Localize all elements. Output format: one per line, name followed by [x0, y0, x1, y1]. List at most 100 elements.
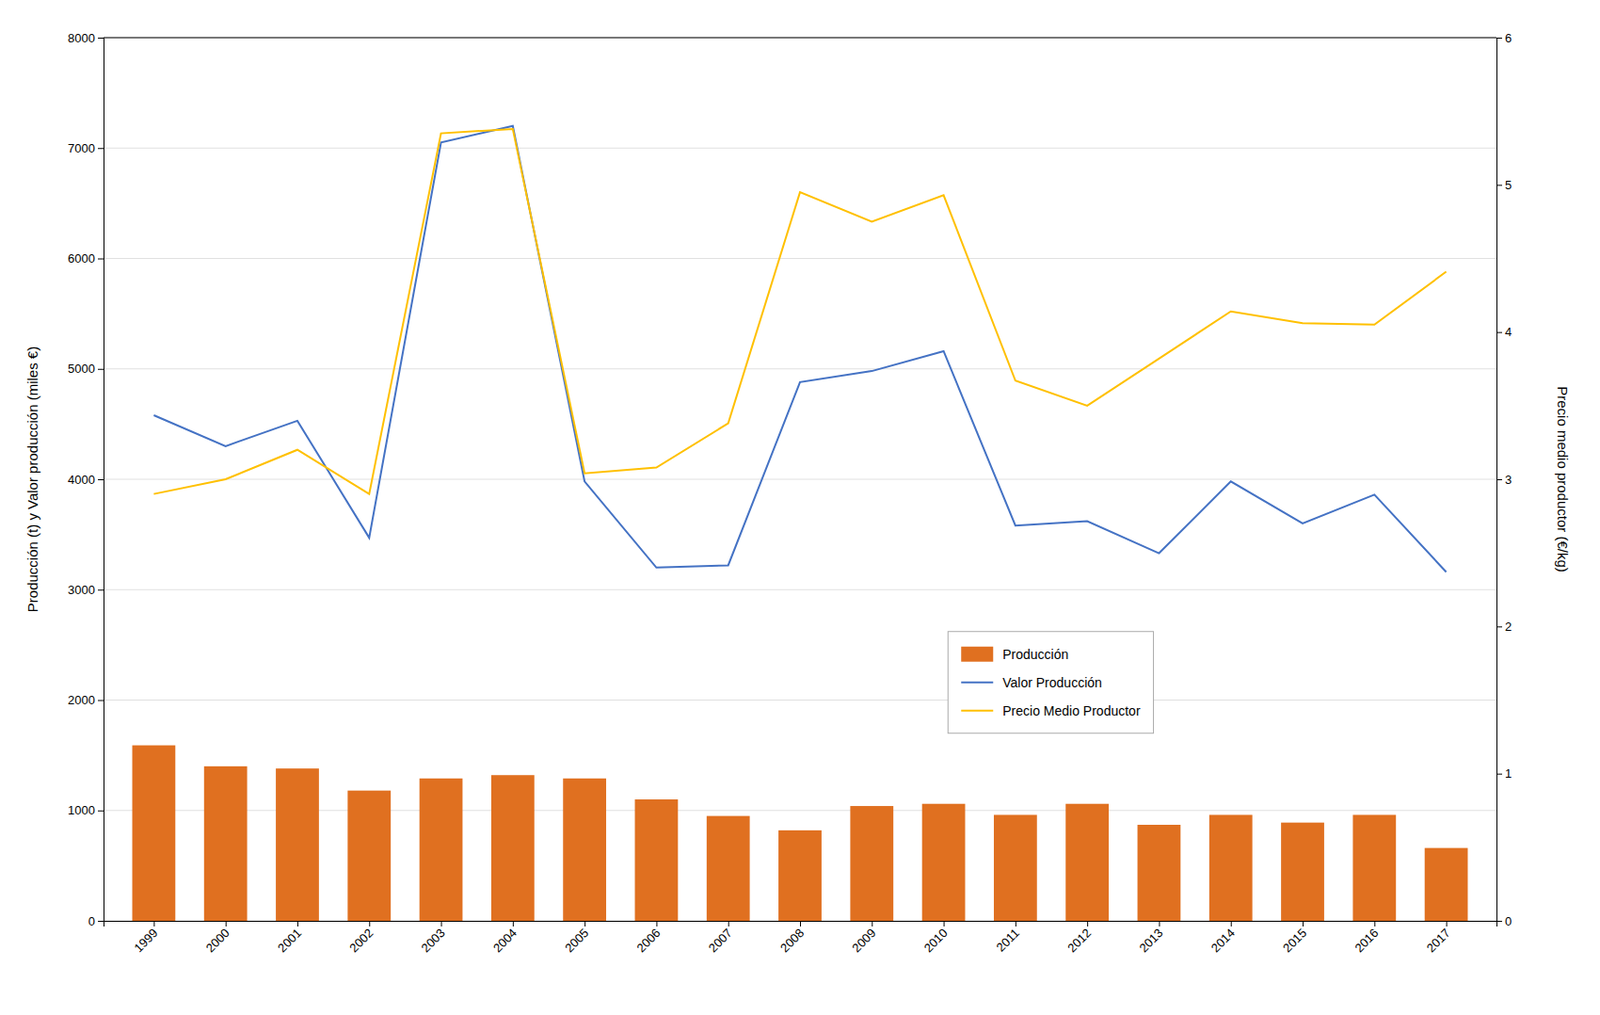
tick-mark [97, 258, 104, 260]
tick-mark [512, 920, 514, 927]
bar [419, 778, 464, 921]
tick-mark [1087, 920, 1088, 927]
tick: 0 [88, 913, 104, 928]
tick-label: 4000 [67, 472, 96, 487]
tick: 4000 [67, 472, 104, 487]
tick-mark [97, 368, 104, 370]
tick-label: 2003 [418, 925, 448, 955]
tick: 2008 [777, 920, 807, 955]
tick-label: 1999 [130, 925, 160, 955]
tick-mark [584, 920, 586, 927]
bar [562, 778, 607, 921]
tick-label: 1 [1504, 766, 1512, 781]
bar [204, 766, 248, 921]
tick: 3000 [67, 582, 104, 597]
tick-label: 2000 [203, 925, 233, 955]
tick-label: 2016 [1351, 925, 1381, 955]
tick-mark [97, 920, 104, 922]
tick: 2000 [67, 692, 104, 707]
y2-axis-title: Precio medio productor (€/kg) [1554, 385, 1571, 573]
tick: 1999 [130, 920, 160, 955]
tick-label: 7000 [67, 141, 96, 156]
tick: 5000 [67, 361, 104, 376]
tick-mark [441, 920, 443, 927]
tick-mark [1231, 920, 1232, 927]
tick-label: 2010 [921, 925, 951, 955]
tick-label: 5000 [67, 361, 96, 376]
tick: 1000 [67, 802, 104, 817]
bar [1137, 824, 1182, 921]
tick-label: 4 [1504, 324, 1512, 339]
tick-mark [800, 920, 801, 927]
tick-mark [97, 147, 104, 149]
grid-line [103, 37, 1497, 39]
bar [1209, 814, 1253, 921]
tick-mark [97, 589, 104, 591]
tick: 2012 [1064, 920, 1094, 955]
y2-axis: 0 1 2 3 4 5 6 [1496, 31, 1512, 928]
tick-mark [1496, 773, 1503, 775]
tick-mark [1496, 625, 1503, 627]
tick-label: 2008 [777, 925, 807, 955]
line [153, 126, 1446, 573]
legend-swatch [960, 646, 993, 662]
legend-item: Valor Producción [960, 674, 1103, 690]
tick-label: 2005 [561, 925, 592, 955]
tick-label: 1000 [67, 802, 96, 817]
legend-item: Producción [960, 646, 1069, 662]
tick: 1 [1496, 766, 1512, 781]
tick-mark [97, 479, 104, 480]
bar [849, 805, 894, 921]
tick-mark [1302, 920, 1304, 927]
bar [347, 790, 391, 921]
tick-mark [97, 37, 104, 39]
bar [1424, 848, 1469, 921]
legend-item: Precio Medio Productor [960, 703, 1141, 719]
tick-label: 2000 [67, 692, 96, 707]
tick-label: 2 [1504, 619, 1512, 634]
frame [103, 37, 1497, 39]
grid [103, 37, 1497, 921]
tick-label: 6000 [67, 251, 96, 266]
bar [922, 803, 966, 921]
chart: 1999200020012002200320042005200620072008… [0, 0, 1600, 1015]
tick: 5 [1496, 177, 1512, 192]
tick-label: 2009 [848, 925, 879, 955]
y-axis-title: Producción (t) y Valor producción (miles… [24, 346, 41, 612]
tick-label: 2001 [274, 925, 304, 955]
tick-mark [656, 920, 657, 927]
tick-label: 8000 [67, 31, 96, 46]
tick-label: 2013 [1136, 925, 1167, 955]
tick-mark [1374, 920, 1376, 927]
tick-mark [728, 920, 730, 927]
tick-label: 2014 [1208, 925, 1238, 955]
tick-mark [944, 920, 945, 927]
grid-line [103, 589, 1497, 591]
grid-line [103, 479, 1497, 480]
grid-line [103, 699, 1497, 701]
tick-mark [1015, 920, 1017, 927]
legend-swatch [960, 681, 993, 684]
bar [491, 774, 535, 921]
tick-label: 0 [1504, 913, 1512, 928]
tick-mark [225, 920, 227, 927]
tick: 2017 [1424, 920, 1454, 955]
bar [275, 768, 320, 921]
tick-label: 5 [1504, 177, 1512, 192]
tick-mark [297, 920, 299, 927]
tick: 3 [1496, 472, 1512, 487]
bar [1352, 814, 1396, 921]
tick-mark [871, 920, 873, 927]
y-axis: 0 1000 2000 3000 4000 5000 6000 7000 8000 [67, 31, 104, 928]
tick: 2000 [203, 920, 233, 955]
bar [132, 745, 176, 921]
tick-mark [1496, 37, 1503, 39]
tick: 2010 [921, 920, 951, 955]
bar [1065, 803, 1109, 921]
legend-label: Precio Medio Productor [1002, 703, 1141, 719]
axis-line [1497, 38, 1504, 922]
tick: 6 [1496, 31, 1512, 46]
tick: 2011 [993, 920, 1023, 955]
grid-line [103, 147, 1497, 149]
tick-mark [97, 700, 104, 702]
